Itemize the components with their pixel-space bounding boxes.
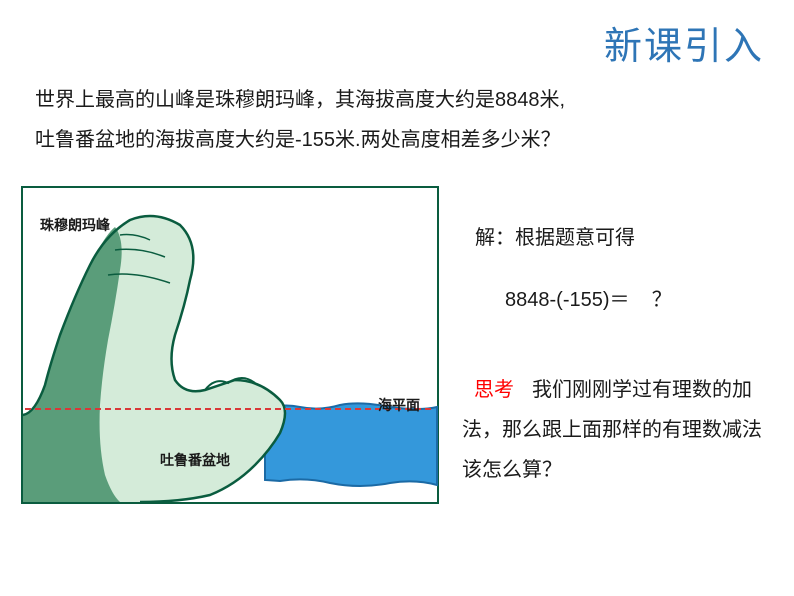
think-label: 思考: [474, 379, 514, 401]
question-text: 世界上最高的山峰是珠穆朗玛峰，其海拔高度大约是8848米, 吐鲁番盆地的海拔高度…: [35, 80, 759, 160]
think-block: 思考我们刚刚学过有理数的加法，那么跟上面那样的有理数减法该怎么算？: [462, 370, 764, 490]
answer-placeholder: [635, 289, 652, 311]
label-sealevel: 海平面: [378, 395, 420, 415]
answer-block: 解：根据题意可得 8848-(-155)＝ ？: [475, 218, 764, 320]
label-turpan: 吐鲁番盆地: [160, 450, 230, 470]
question-line-1: 世界上最高的山峰是珠穆朗玛峰，其海拔高度大约是8848米,: [35, 80, 759, 120]
answer-expression-row: 8848-(-155)＝ ？: [475, 280, 764, 320]
page-title: 新课引入: [604, 15, 764, 70]
answer-qmark: ？: [652, 289, 672, 311]
answer-expression: 8848-(-155)＝: [505, 289, 630, 311]
label-everest: 珠穆朗玛峰: [40, 215, 110, 235]
question-line-2: 吐鲁番盆地的海拔高度大约是-155米.两处高度相差多少米？: [35, 120, 759, 160]
answer-intro: 解：根据题意可得: [475, 218, 764, 258]
altitude-diagram: 珠穆朗玛峰 海平面 吐鲁番盆地: [20, 185, 440, 505]
